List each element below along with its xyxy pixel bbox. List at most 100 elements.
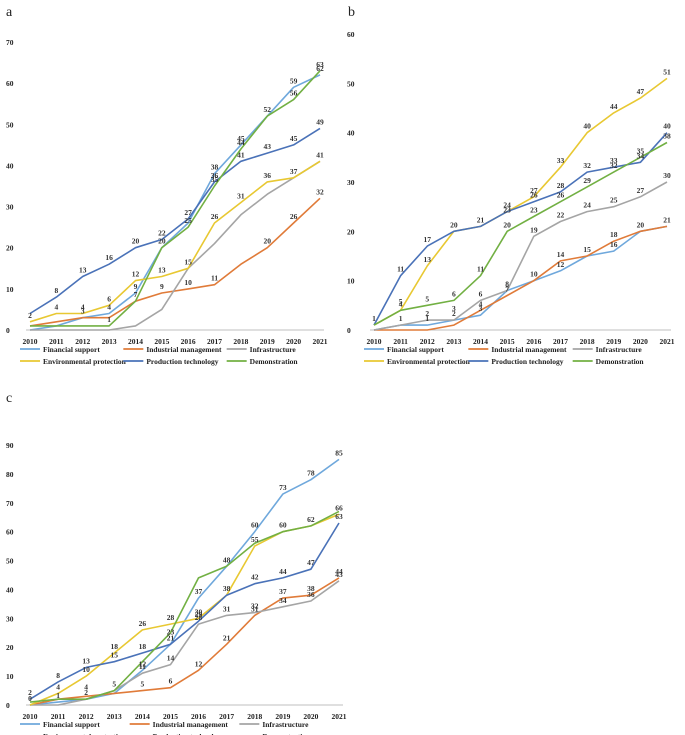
x-tick-label: 2016 [191,712,206,721]
data-label: 20 [637,220,645,229]
x-tick-label: 2010 [367,337,382,346]
x-tick-label: 2012 [75,337,90,346]
x-tick-label: 2018 [233,337,248,346]
data-label: 2 [84,688,88,697]
data-label: 22 [557,210,565,219]
data-label: 28 [167,613,175,622]
data-label: 18 [139,642,147,651]
y-tick-label: 10 [6,672,14,681]
data-label: 16 [105,253,113,262]
y-tick-label: 30 [6,203,14,212]
data-label: 10 [184,278,192,287]
y-tick-label: 30 [347,178,355,187]
series-line-production [29,127,321,315]
y-tick-label: 20 [347,227,355,236]
x-tick-label: 2013 [102,337,117,346]
legend-label-environmental: Environmental protection [387,357,471,366]
data-label: 4 [399,299,403,308]
data-label: 6 [107,294,111,303]
data-label: 12 [132,270,140,279]
x-tick-label: 2017 [219,712,234,721]
data-label: 85 [335,448,343,457]
data-label: 2 [425,309,429,318]
series-line-production [373,132,668,326]
panel-letter-a: a [6,5,13,20]
data-label: 36 [264,171,272,180]
data-label: 34 [637,151,645,160]
data-label: 20 [503,220,511,229]
x-tick-label: 2014 [128,337,143,346]
data-label: 2 [28,311,32,320]
data-label: 1 [372,314,376,323]
data-label: 2 [28,688,32,697]
data-label: 23 [167,628,175,637]
data-label: 3 [81,307,85,316]
data-label: 43 [264,142,272,151]
data-label: 1 [399,314,403,323]
y-tick-label: 0 [6,326,10,335]
data-label: 26 [139,619,147,628]
data-label: 56 [290,89,298,98]
data-label: 13 [82,656,90,665]
data-label: 13 [79,266,87,275]
data-label: 11 [477,265,484,274]
data-label: 1 [56,691,60,700]
data-label: 31 [223,604,231,613]
data-label: 49 [316,117,324,126]
legend-label-industrial: Industrial management [491,345,567,354]
data-label: 29 [195,610,203,619]
data-label: 7 [134,290,138,299]
data-label: 12 [195,659,203,668]
y-tick-label: 0 [347,326,351,335]
series-line-infrastructure [30,160,321,331]
x-tick-label: 2020 [633,337,648,346]
data-label: 62 [316,64,324,73]
panel-letter-c: c [6,391,12,406]
data-label: 59 [290,76,298,85]
data-label: 44 [335,567,343,576]
x-tick-label: 2014 [135,712,150,721]
y-tick-label: 60 [347,30,355,39]
data-label: 18 [111,642,119,651]
data-label: 32 [610,161,618,170]
data-label: 6 [479,289,483,298]
y-tick-label: 10 [6,285,14,294]
data-label: 27 [637,186,645,195]
data-label: 25 [610,196,618,205]
x-tick-label: 2017 [553,337,568,346]
legend-label-infrastructure: Infrastructure [262,720,309,729]
x-tick-label: 2015 [163,712,178,721]
data-label: 11 [211,274,218,283]
data-label: 44 [237,138,245,147]
x-tick-label: 2020 [303,712,318,721]
data-label: 12 [557,260,565,269]
data-label: 45 [290,134,298,143]
x-tick-label: 2018 [247,712,262,721]
data-label: 15 [184,257,192,266]
data-label: 16 [610,240,618,249]
y-tick-label: 40 [6,161,14,170]
series-line-demonstration [373,141,668,326]
data-label: 21 [477,215,485,224]
legend-label-environmental: Environmental protection [43,732,127,735]
data-label: 38 [211,163,219,172]
data-label: 62 [307,515,315,524]
series-line-production [29,522,340,700]
data-label: 6 [169,677,173,686]
y-tick-label: 10 [347,277,355,286]
data-label: 1 [425,314,429,323]
x-tick-label: 2010 [23,712,38,721]
data-label: 2 [452,309,456,318]
data-label: 29 [583,176,591,185]
x-tick-label: 2010 [23,337,38,346]
data-label: 4 [84,682,88,691]
data-label: 4 [479,299,483,308]
x-tick-label: 2013 [107,712,122,721]
data-label: 34 [279,596,287,605]
data-label: 13 [158,266,166,275]
legend-label-demonstration: Demonstration [250,357,299,366]
legend-label-production: Production technology [491,357,563,366]
legend-label-financial: Financial support [387,345,444,354]
data-label: 3 [452,304,456,313]
